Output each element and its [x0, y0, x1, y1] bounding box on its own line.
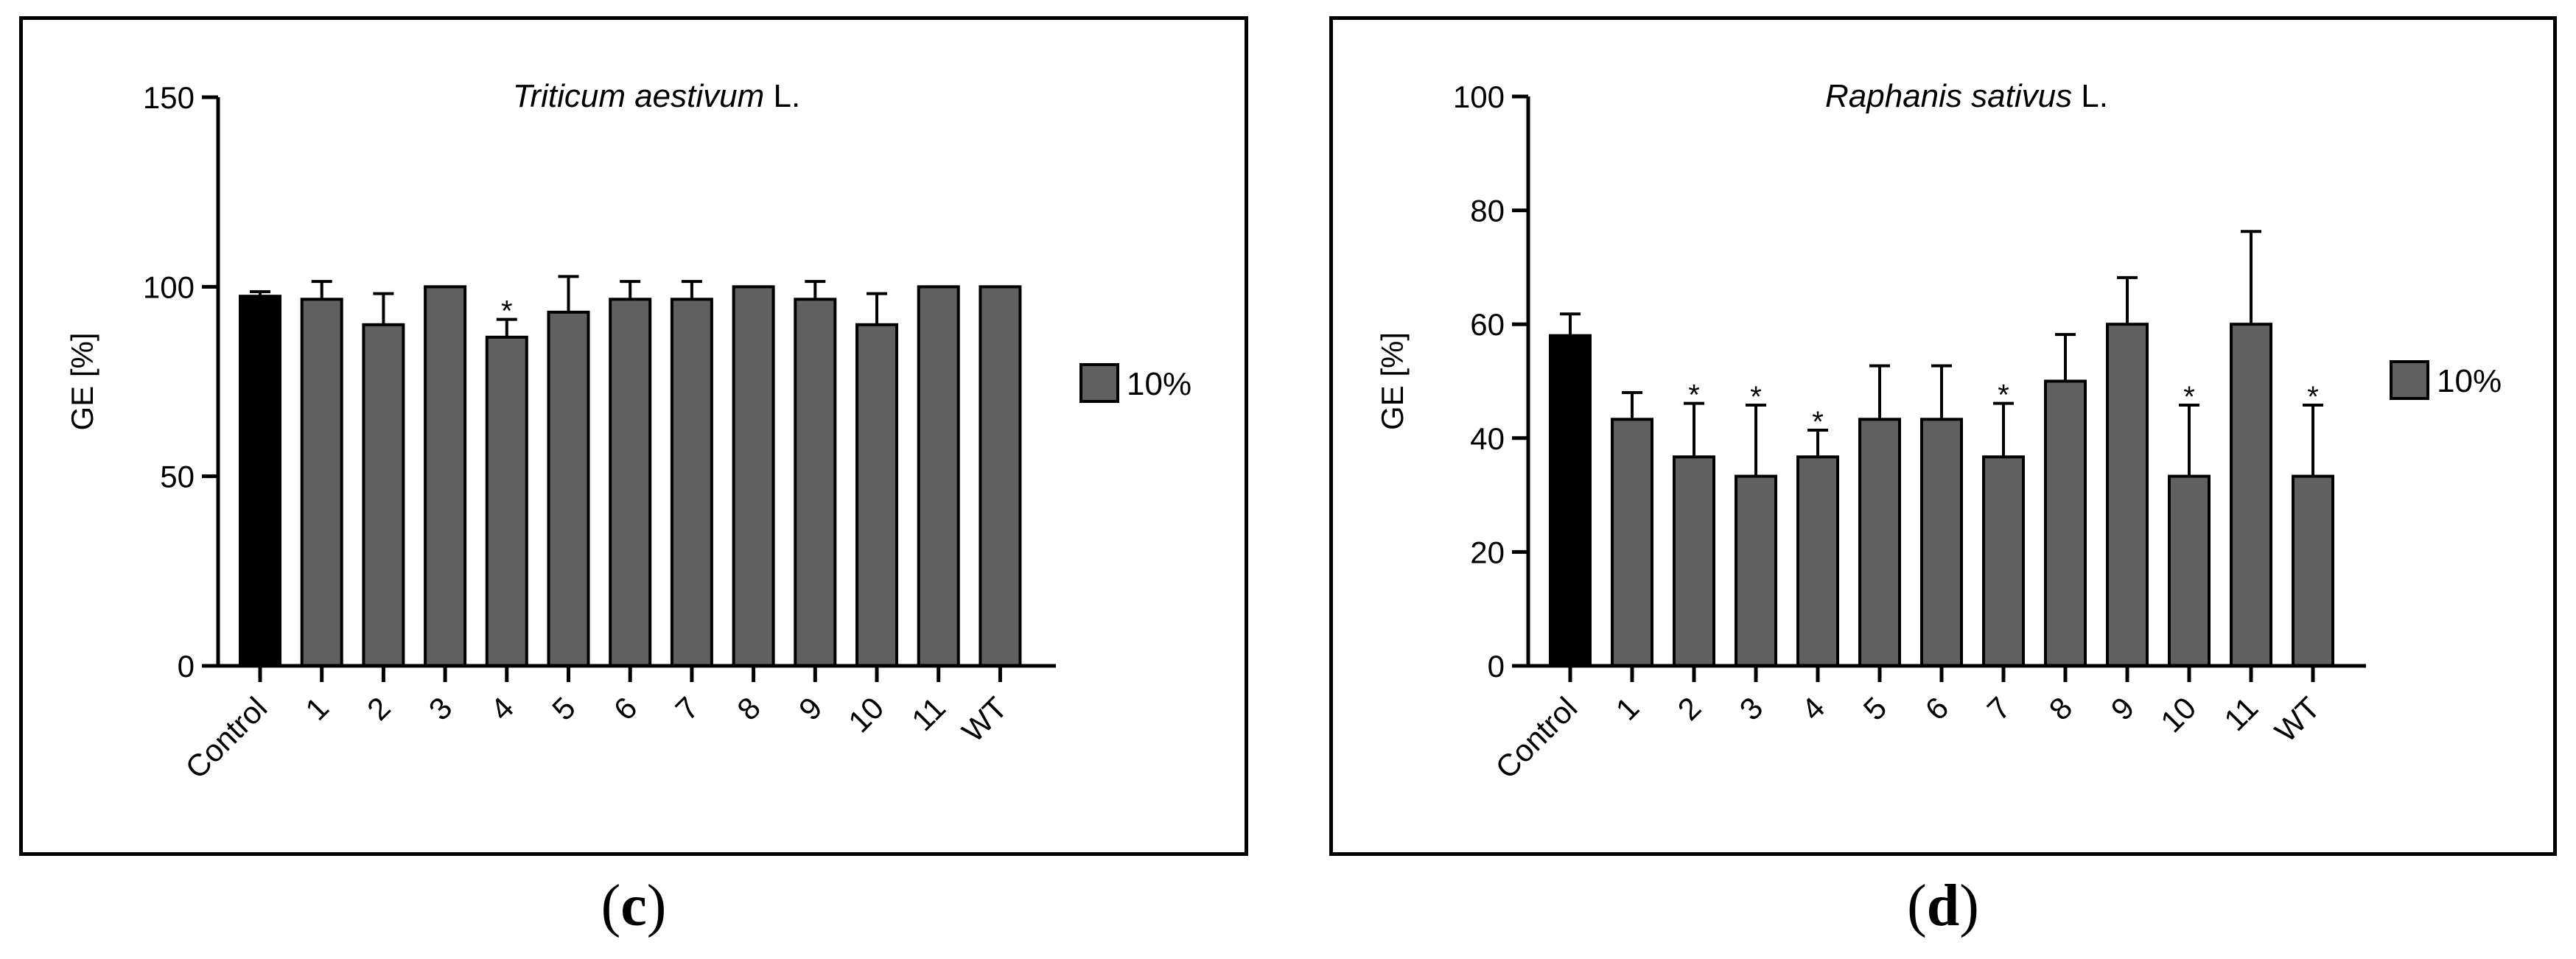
- x-tick-label: 4: [483, 690, 520, 727]
- y-tick-label: 100: [143, 270, 195, 304]
- bar: [485, 335, 528, 667]
- y-tick-label: 150: [143, 80, 195, 115]
- bar: [1920, 418, 1963, 668]
- legend-swatch: [1079, 363, 1119, 403]
- bar: [1673, 455, 1715, 668]
- chart-title: Triticum aestivum L.: [513, 78, 800, 114]
- x-tick-label: 2: [1671, 690, 1708, 727]
- y-tick-label: 50: [160, 460, 195, 494]
- legend-label: 10%: [1127, 366, 1191, 402]
- bar: [362, 323, 405, 667]
- x-tick-label: 6: [1919, 690, 1956, 727]
- bar: [2044, 379, 2087, 667]
- x-tick-label: 1: [298, 690, 335, 727]
- x-tick-label: 10: [841, 690, 890, 739]
- bar: [547, 310, 590, 667]
- bar: [424, 285, 467, 668]
- bar: [2292, 474, 2334, 667]
- significance-marker: *: [1998, 379, 2009, 412]
- y-tick-label: 0: [1488, 649, 1505, 684]
- significance-marker: *: [1688, 379, 1700, 412]
- y-tick-label: 0: [178, 649, 195, 684]
- x-tick-label: 5: [1857, 690, 1894, 727]
- y-tick-label: 80: [1470, 194, 1505, 228]
- bar: [1611, 418, 1653, 668]
- chart-panel-d: Raphanis sativus L. 0 20 40 60 80 100 GE [%] Con…: [1329, 16, 2557, 856]
- x-tick-label: 8: [2043, 690, 2079, 727]
- x-tick-label: 11: [905, 690, 952, 737]
- x-tick-label: 3: [1733, 690, 1770, 727]
- chart-title: Raphanis sativus L.: [1825, 78, 2108, 114]
- legend-label: 10%: [2437, 363, 2502, 399]
- bar: [979, 285, 1022, 668]
- x-tick-label: 6: [607, 690, 644, 727]
- y-tick-label: 60: [1470, 307, 1505, 342]
- x-tick-label: 2: [360, 690, 397, 727]
- y-tick-label: 40: [1470, 421, 1505, 456]
- x-tick-label: 7: [1981, 690, 2017, 727]
- significance-marker: *: [1812, 406, 1824, 438]
- bar: [239, 295, 281, 667]
- bar: [917, 285, 960, 668]
- chart-title-suffix: L.: [764, 78, 800, 114]
- y-tick-label: 20: [1470, 535, 1505, 569]
- bar: [670, 298, 713, 667]
- x-tick-label: 9: [792, 690, 829, 727]
- bar: [2106, 323, 2149, 667]
- panel-label-c: (c): [601, 874, 667, 938]
- bar: [1858, 418, 1901, 668]
- bar: [794, 298, 837, 667]
- significance-marker: *: [2307, 381, 2319, 413]
- x-tick-label: 10: [2154, 690, 2202, 739]
- chart-title-suffix: L.: [2072, 78, 2108, 114]
- bar: [2230, 323, 2272, 667]
- chart-title-species: Raphanis sativus: [1825, 78, 2072, 114]
- chart-panel-c: Triticum aestivum L. 0 50 100 150 GE [%] Contr…: [19, 16, 1248, 856]
- y-axis-label: GE [%]: [65, 332, 99, 430]
- x-tick-label: 4: [1795, 690, 1832, 727]
- x-tick-label: 11: [2217, 690, 2264, 737]
- y-tick-label: 100: [1453, 80, 1505, 114]
- x-tick-label: 3: [422, 690, 459, 727]
- x-tick-label: Control: [178, 690, 273, 785]
- panel-label-d: (d): [1907, 874, 1979, 938]
- bar: [2168, 474, 2211, 667]
- x-tick-label: 9: [2104, 690, 2141, 727]
- bar: [1982, 455, 2025, 668]
- y-axis-label: GE [%]: [1375, 332, 1410, 430]
- significance-marker: *: [2183, 381, 2195, 413]
- bar: [1549, 334, 1592, 667]
- x-tick-label: 8: [730, 690, 767, 727]
- x-tick-label: 5: [545, 690, 582, 727]
- chart-title-species: Triticum aestivum: [513, 78, 764, 114]
- bar: [1796, 455, 1839, 668]
- chart-c: Triticum aestivum L. 0 50 100 150 GE [%] Contr…: [65, 78, 1191, 785]
- significance-marker: *: [501, 295, 513, 328]
- bar: [732, 285, 775, 668]
- x-tick-label: Control: [1488, 690, 1583, 785]
- bar: [1735, 474, 1777, 667]
- x-tick-label: WT: [955, 690, 1013, 748]
- bar: [855, 323, 898, 667]
- bar: [300, 298, 343, 667]
- legend-swatch: [2390, 360, 2429, 400]
- chart-d: Raphanis sativus L. 0 20 40 60 80 100 GE [%] Con…: [1375, 78, 2502, 785]
- x-tick-label: 1: [1609, 690, 1646, 727]
- x-tick-label: 7: [669, 690, 706, 727]
- x-tick-label: WT: [2268, 690, 2326, 748]
- significance-marker: *: [1750, 381, 1762, 413]
- bar: [609, 298, 652, 667]
